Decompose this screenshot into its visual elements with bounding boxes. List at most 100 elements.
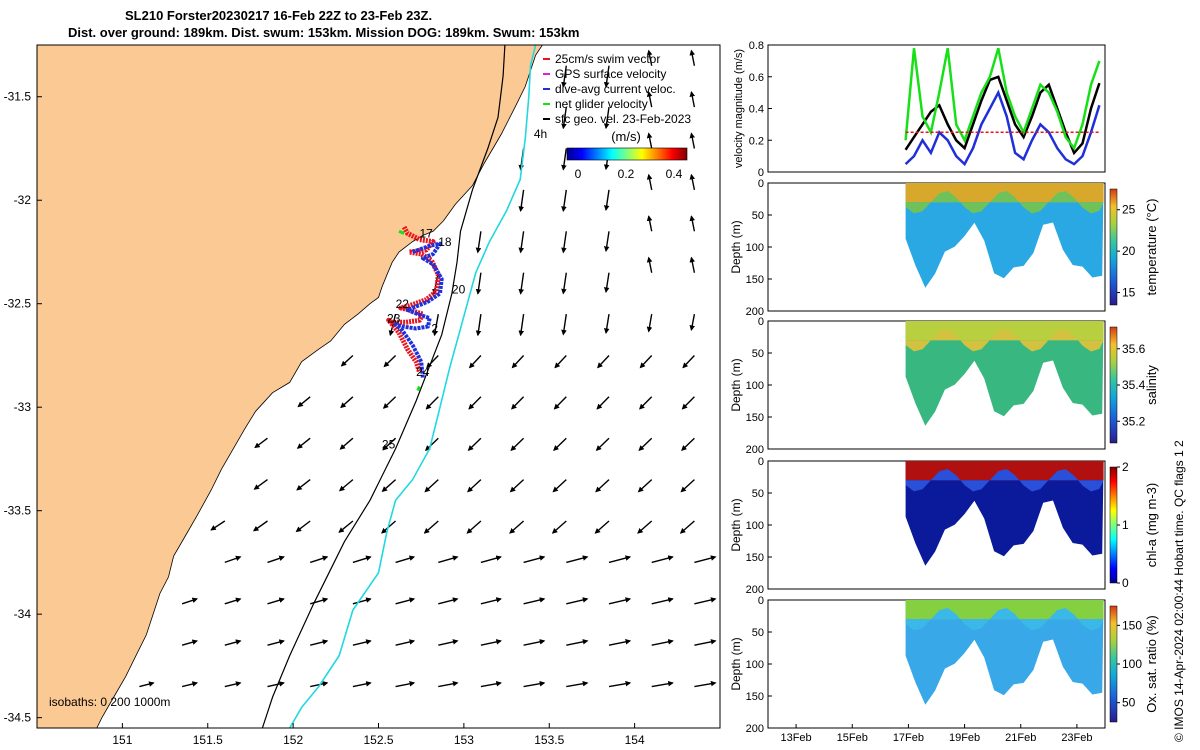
vector-arrow xyxy=(694,597,717,605)
section-ylabel: Depth (m) xyxy=(729,637,743,690)
map-ytick-label: -33.5 xyxy=(4,504,32,518)
vector-arrow xyxy=(561,313,567,336)
vector-arrow xyxy=(352,597,372,605)
vector-arrow xyxy=(608,555,632,564)
vector-arrow xyxy=(523,597,546,605)
map-xtick-label: 154 xyxy=(625,733,645,747)
vector-arrow xyxy=(181,597,198,605)
colorbar-tick-label: 15 xyxy=(1122,286,1136,300)
legend-entry: sfc geo. vel. 23-Feb-2023 xyxy=(555,112,691,126)
vector-arrow xyxy=(509,479,525,493)
colorbar-tick-label: 100 xyxy=(1122,657,1142,671)
map-colorbar-tick: 0.4 xyxy=(666,167,683,181)
vector-arrow xyxy=(596,396,610,410)
vector-arrow xyxy=(646,91,653,108)
vector-arrow xyxy=(296,437,311,449)
vector-arrow xyxy=(594,520,610,534)
section-panel: 0 50 100 150 200 Depth (m) 0 1 2 chl-a (mg m-3) xyxy=(729,456,1159,596)
vector-arrow xyxy=(480,555,502,564)
vector-arrow xyxy=(267,639,285,646)
section-deep-layer xyxy=(905,461,1104,566)
vector-arrow xyxy=(224,681,242,688)
velocity-series-line xyxy=(904,75,1101,156)
colorbar-label: temperature (°C) xyxy=(1144,199,1159,296)
velocity-ytick-label: 0 xyxy=(758,167,764,179)
vector-arrow xyxy=(523,680,546,688)
colorbar-tick-label: 150 xyxy=(1122,618,1142,632)
colorbar-tick-label: 0 xyxy=(1122,576,1129,590)
vector-arrow xyxy=(689,132,696,149)
vector-arrow xyxy=(646,313,653,333)
vector-arrow xyxy=(566,639,589,646)
section-ytick-label: 200 xyxy=(746,584,764,596)
vector-arrow xyxy=(352,555,372,564)
vector-arrow xyxy=(253,479,268,490)
vector-arrow xyxy=(561,65,567,88)
day-label: 25 xyxy=(382,438,396,452)
section-ytick-label: 200 xyxy=(746,444,764,456)
section-colorbar xyxy=(1109,326,1118,444)
vector-arrow xyxy=(511,396,525,410)
vector-arrow xyxy=(518,272,525,295)
vector-arrow xyxy=(254,437,268,449)
vector-arrow xyxy=(646,132,653,149)
swim-vector-track xyxy=(386,225,441,373)
vector-arrow xyxy=(426,355,439,369)
section-ytick-label: 0 xyxy=(758,456,764,468)
chart-title-line1: SL210 Forster20230217 16-Feb 22Z to 23-F… xyxy=(125,8,433,23)
vector-arrow xyxy=(267,555,285,564)
isobath-200m xyxy=(261,45,506,728)
vector-arrow xyxy=(352,681,372,688)
vector-arrow xyxy=(646,49,653,66)
footer-credit: © IMOS 14-Apr-2024 02:00:44 Hobart time.… xyxy=(1172,440,1186,742)
vector-arrow xyxy=(561,107,567,130)
map-colorbar-tick: 0.2 xyxy=(618,167,635,181)
vector-arrow xyxy=(603,313,610,335)
vector-arrow xyxy=(646,215,653,232)
vector-arrow xyxy=(603,272,610,294)
vector-arrow xyxy=(438,681,459,688)
vector-arrow xyxy=(694,680,717,688)
map-xtick-label: 151.5 xyxy=(193,733,223,747)
day-label: 23 xyxy=(387,311,401,325)
vector-arrow xyxy=(566,555,589,564)
vector-arrow xyxy=(603,65,610,88)
vector-arrow xyxy=(480,680,502,688)
vector-arrow xyxy=(679,520,695,534)
section-ytick-label: 200 xyxy=(746,306,764,318)
vector-arrow xyxy=(553,396,567,410)
day-label: 4h xyxy=(534,127,547,141)
vector-arrow xyxy=(681,396,695,410)
vector-arrow xyxy=(566,597,589,605)
vector-arrow xyxy=(383,354,397,368)
section-ytick-label: 100 xyxy=(746,659,764,671)
vector-arrow xyxy=(646,256,653,273)
vector-arrow xyxy=(181,639,198,646)
sfc-geo-vector-field xyxy=(139,49,717,688)
vector-arrow xyxy=(694,639,717,646)
vector-arrow xyxy=(395,555,416,564)
chart-title-line2: Dist. over ground: 189km. Dist. swum: 15… xyxy=(68,25,580,40)
vector-arrow xyxy=(637,520,653,534)
vector-arrow xyxy=(340,396,354,409)
vector-arrow xyxy=(181,681,198,688)
map-xtick-label: 152 xyxy=(283,733,303,747)
vector-arrow xyxy=(595,437,610,451)
section-deep-layer xyxy=(905,321,1104,426)
vector-arrow xyxy=(694,555,717,564)
map-xtick-label: 152.5 xyxy=(363,733,393,747)
legend-entry: net glider velocity xyxy=(555,97,648,111)
day-label: 17 xyxy=(419,226,433,240)
vector-arrow xyxy=(224,597,242,605)
section-ytick-label: 50 xyxy=(752,488,764,500)
vector-arrow xyxy=(438,639,459,646)
vector-arrow xyxy=(689,91,696,108)
dive-current-track xyxy=(393,241,444,379)
vector-arrow xyxy=(646,173,653,191)
velocity-series-line xyxy=(904,89,1101,167)
isobaths-label: isobaths: 0 200 1000m xyxy=(49,695,170,709)
vector-arrow xyxy=(425,396,439,410)
section-ytick-label: 50 xyxy=(752,348,764,360)
